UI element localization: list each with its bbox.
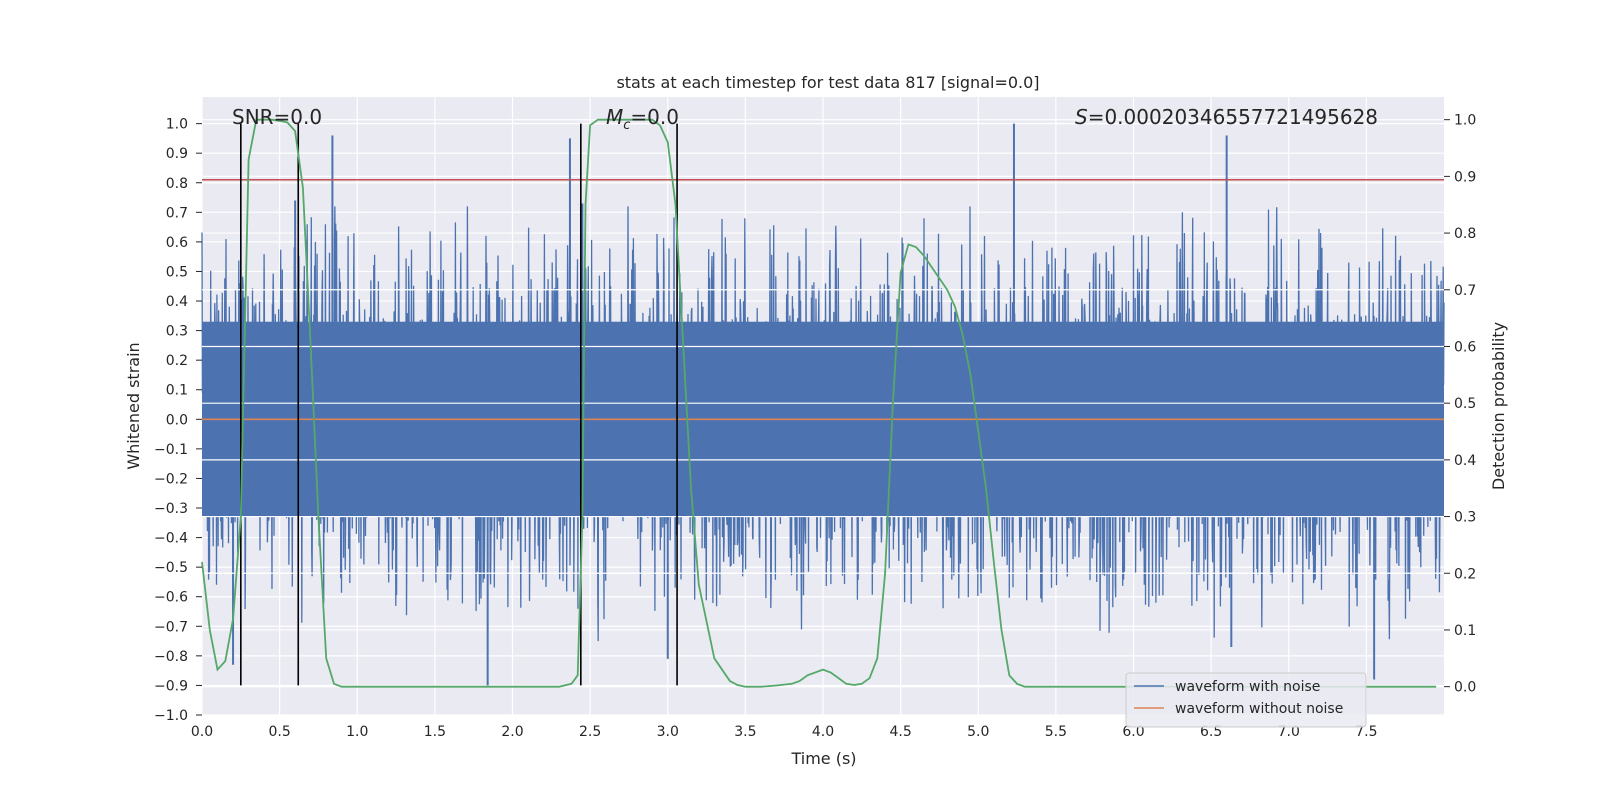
x-tick-label: 2.0 xyxy=(501,724,523,740)
y2-tick-label: 0.8 xyxy=(1454,226,1476,242)
y2-tick-label: 0.5 xyxy=(1454,396,1476,412)
chirp-mass-value: =0.0 xyxy=(630,105,679,129)
chart-title: stats at each timestep for test data 817… xyxy=(616,73,1039,92)
y-tick-label: 0.4 xyxy=(166,294,188,310)
y-tick-label: −1.0 xyxy=(154,708,188,724)
x-tick-label: 5.0 xyxy=(967,724,989,740)
x-tick-label: 3.5 xyxy=(734,724,756,740)
x-tick-label: 2.5 xyxy=(579,724,601,740)
s-annotation: S=0.00020346557721495628 xyxy=(1075,105,1378,129)
y-tick-label: 0.5 xyxy=(166,264,188,280)
x-tick-label: 6.0 xyxy=(1122,724,1144,740)
overlays xyxy=(201,118,1444,688)
x-tick-label: 5.5 xyxy=(1045,724,1067,740)
x-tick-label: 1.0 xyxy=(346,724,368,740)
y-tick-label: 1.0 xyxy=(166,117,188,133)
detection-probability-line xyxy=(201,118,1437,688)
axes: 0.0 0.5 1.0 1.5 2.0 2.5 3.0 3.5 4.0 4.5 5.0 5.5 6.0 6… xyxy=(154,113,1476,740)
y2-tick-label: 0.0 xyxy=(1454,680,1476,696)
y-tick-label: −0.5 xyxy=(154,560,188,576)
x-tick-label: 0.0 xyxy=(191,724,213,740)
x-tick-label: 4.0 xyxy=(812,724,834,740)
y2-tick-label: 0.1 xyxy=(1454,623,1476,639)
chirp-mass-annotation: Mc=0.0 xyxy=(606,105,679,133)
legend: waveform with noise waveform without noi… xyxy=(1125,672,1367,728)
chirp-mass-symbol: M xyxy=(606,105,623,129)
y-tick-label: −0.8 xyxy=(154,649,188,665)
y-tick-label: −0.9 xyxy=(154,678,188,694)
y-tick-label: 0.1 xyxy=(166,383,188,399)
y2-tick-label: 0.6 xyxy=(1454,339,1476,355)
y2-tick-label: 0.4 xyxy=(1454,453,1476,469)
legend-label-clean: waveform without noise xyxy=(1175,701,1343,717)
x-tick-label: 0.5 xyxy=(268,724,290,740)
y-tick-label: 0.6 xyxy=(166,235,188,251)
x-tick-label: 6.5 xyxy=(1200,724,1222,740)
y2-tick-label: 0.3 xyxy=(1454,510,1476,526)
y-tick-label: −0.3 xyxy=(154,501,188,517)
x-tick-label: 7.0 xyxy=(1278,724,1300,740)
legend-label-noise: waveform with noise xyxy=(1175,679,1320,695)
y-tick-label: 0.7 xyxy=(166,205,188,221)
y-tick-label: 0.2 xyxy=(166,353,188,369)
x-tick-label: 7.5 xyxy=(1355,724,1377,740)
y2-tick-label: 0.2 xyxy=(1454,566,1476,582)
y-axis-label: Whitened strain xyxy=(124,342,143,469)
y-tick-label: −0.1 xyxy=(154,442,188,458)
y2-tick-label: 1.0 xyxy=(1454,113,1476,129)
y-tick-label: 0.0 xyxy=(166,412,188,428)
s-symbol: S xyxy=(1075,105,1088,129)
y-tick-label: −0.7 xyxy=(154,619,188,635)
y-tick-label: −0.4 xyxy=(154,531,188,547)
y2-axis-label: Detection probability xyxy=(1489,322,1508,490)
snr-annotation: SNR=0.0 xyxy=(232,105,322,129)
y-tick-label: −0.2 xyxy=(154,471,188,487)
x-tick-label: 4.5 xyxy=(889,724,911,740)
y-tick-label: 0.3 xyxy=(166,324,188,340)
y2-tick-label: 0.7 xyxy=(1454,283,1476,299)
x-tick-label: 1.5 xyxy=(424,724,446,740)
y-tick-label: −0.6 xyxy=(154,590,188,606)
legend-frame xyxy=(1125,672,1367,728)
x-axis-label: Time (s) xyxy=(790,749,856,768)
y2-tick-label: 0.9 xyxy=(1454,169,1476,185)
y-tick-label: 0.9 xyxy=(166,146,188,162)
y-tick-label: 0.8 xyxy=(166,176,188,192)
x-tick-label: 3.0 xyxy=(657,724,679,740)
s-value: =0.00020346557721495628 xyxy=(1088,105,1378,129)
chirp-mass-subscript: c xyxy=(623,118,630,133)
